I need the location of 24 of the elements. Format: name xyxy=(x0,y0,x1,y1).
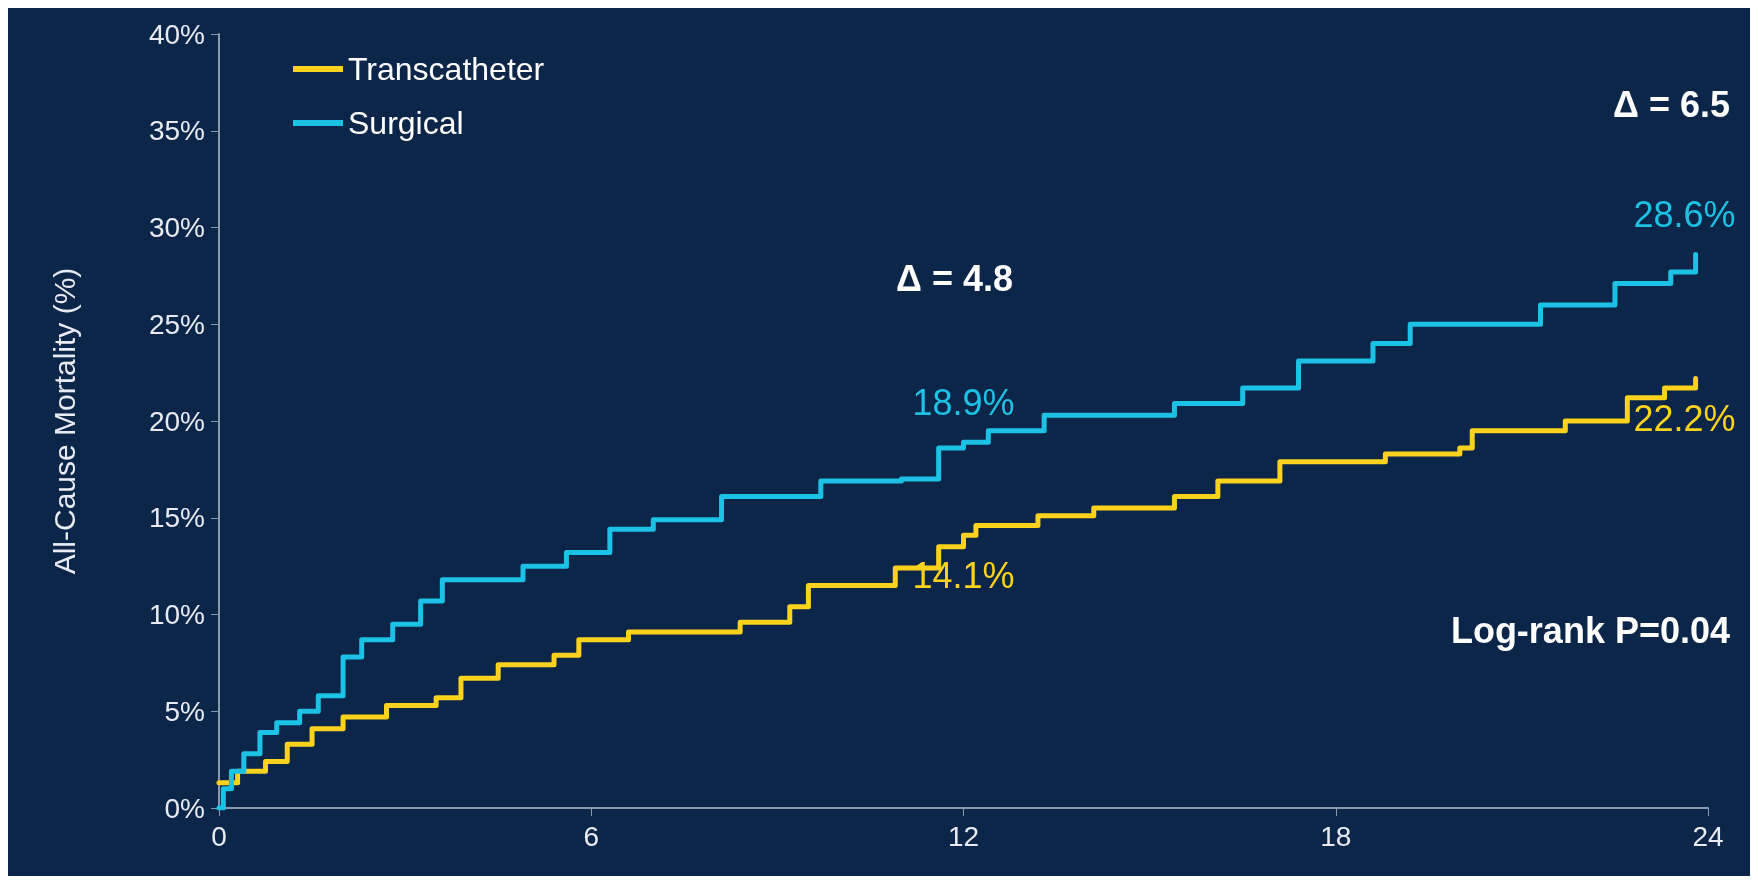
y-tick-label: 25% xyxy=(148,308,205,340)
x-tick-label: 24 xyxy=(1692,820,1724,852)
data-label: 18.9% xyxy=(912,381,1015,423)
annotation: Δ = 4.8 xyxy=(896,257,1013,299)
x-tick-label: 0 xyxy=(211,820,227,852)
legend-label: Transcatheter xyxy=(348,51,545,87)
y-tick-label: 20% xyxy=(148,405,205,437)
data-label: 22.2% xyxy=(1633,397,1736,439)
y-tick-label: 40% xyxy=(148,18,205,50)
y-tick-label: 35% xyxy=(148,115,205,147)
y-axis-title: All-Cause Mortality (%) xyxy=(47,267,81,575)
y-tick-label: 10% xyxy=(148,599,205,630)
annotation: Log-rank P=0.04 xyxy=(1450,609,1730,651)
x-tick-label: 12 xyxy=(947,820,980,852)
data-label: 28.6% xyxy=(1633,194,1736,236)
data-label: 14.1% xyxy=(912,554,1015,596)
y-tick-label: 30% xyxy=(148,212,205,243)
annotation: Δ = 6.5 xyxy=(1613,83,1731,125)
x-tick-label: 6 xyxy=(583,820,600,852)
y-tick-label: 0% xyxy=(164,792,205,824)
y-tick-label: 15% xyxy=(148,502,205,534)
y-tick-label: 5% xyxy=(164,695,205,727)
legend-label: Surgical xyxy=(348,105,464,141)
x-tick-label: 18 xyxy=(1320,820,1352,852)
